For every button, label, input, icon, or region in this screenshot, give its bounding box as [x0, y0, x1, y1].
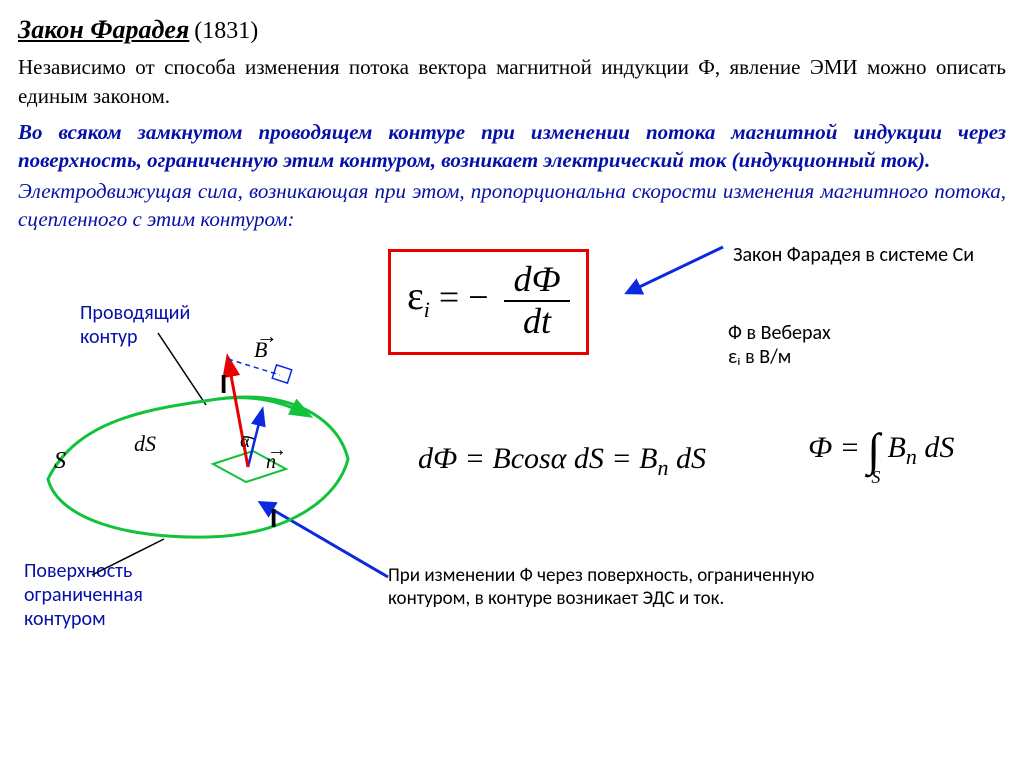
integral-tail: dS	[917, 431, 955, 464]
surface-diagram	[18, 289, 378, 569]
integral-equation: Ф = ∫ Bn dS	[808, 419, 954, 481]
units-line1: Ф в Веберах	[728, 321, 831, 345]
dphi-body: dФ = Bcosα dS = B	[418, 442, 658, 475]
si-annotation: Закон Фарадея в системе Си	[733, 243, 983, 267]
epsilon-symbol: ε	[407, 273, 424, 318]
title-year: (1831)	[194, 18, 258, 44]
B-symbol: B	[254, 335, 267, 365]
arrow-to-si-label	[623, 233, 733, 303]
integral-body: B	[887, 431, 905, 464]
dS-symbol: dS	[134, 429, 156, 459]
dphi-tail: dS	[669, 442, 707, 475]
intro-text: Независимо от способа изменения потока в…	[18, 53, 1006, 110]
dphi-sub: n	[658, 455, 669, 480]
fraction-numerator: dФ	[504, 260, 571, 302]
units-annotation: Ф в Веберах εᵢ в В/м	[728, 321, 978, 369]
I-symbol-1: I	[220, 367, 227, 402]
fraction-denominator: dt	[504, 302, 571, 342]
title-row: Закон Фарадея (1831)	[18, 12, 1006, 47]
equals-minus: = −	[439, 277, 489, 317]
change-annotation: При изменении Ф через поверхность, огран…	[388, 565, 888, 611]
faraday-formula-box: εi = − dФ dt	[388, 249, 589, 354]
integral-sub: n	[906, 444, 917, 469]
dphi-equation: dФ = Bcosα dS = Bn dS	[418, 439, 706, 483]
S-symbol: S	[54, 445, 66, 477]
units-line2: εᵢ в В/м	[728, 345, 791, 369]
law-consequence: Электродвижущая сила, возникающая при эт…	[18, 177, 1006, 234]
integral-symbol: ∫	[867, 419, 880, 481]
epsilon-subscript: i	[424, 298, 430, 323]
diagram-and-formulas: εi = − dФ dt Закон Фарадея в системе Си …	[18, 239, 1006, 659]
integral-pre: Ф =	[808, 431, 867, 464]
law-statement: Во всяком замкнутом проводящем контуре п…	[18, 118, 1006, 175]
n-symbol: n	[266, 449, 276, 476]
fraction: dФ dt	[504, 260, 571, 341]
alpha-symbol: α	[240, 429, 249, 453]
I-symbol-2: I	[270, 501, 277, 536]
title-main: Закон Фарадея	[18, 15, 189, 44]
